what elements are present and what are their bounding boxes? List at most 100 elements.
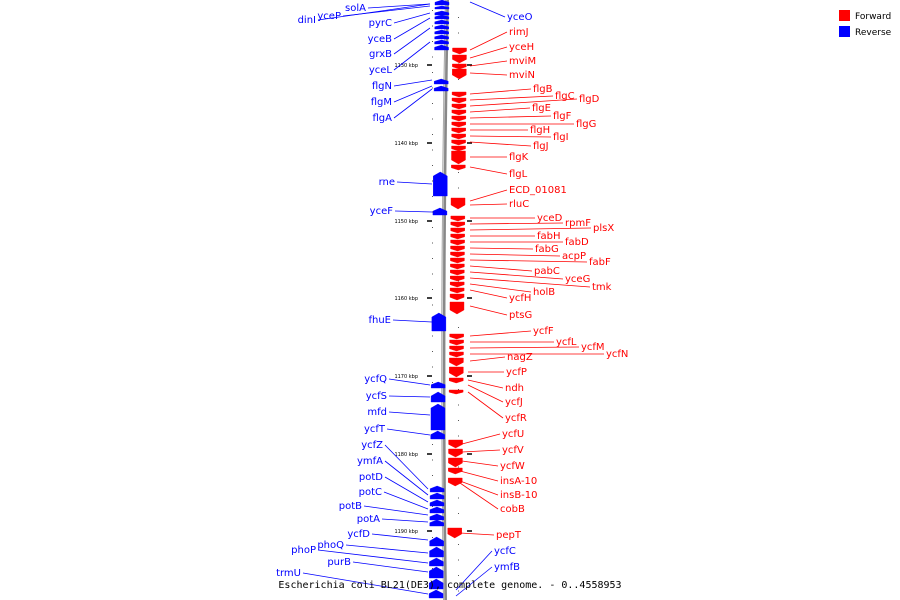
forward-gene-feature [449, 345, 464, 352]
minor-tick-dot [458, 420, 459, 421]
gene-leader-line [469, 253, 561, 257]
gene-leader-line [469, 98, 578, 107]
minor-tick-dot [458, 32, 459, 34]
gene-label-dini: dinI [298, 15, 316, 26]
gene-leader-line [393, 41, 431, 71]
reverse-gene-feature [434, 29, 449, 35]
minor-tick-dot [432, 304, 433, 306]
reverse-gene-feature [429, 536, 444, 547]
gene-leader-line [467, 379, 504, 389]
gene-leader-line [469, 135, 552, 138]
reverse-gene-feature [432, 207, 448, 216]
minor-tick-dot [432, 568, 433, 569]
gene-leader-line [469, 107, 531, 113]
forward-gene-feature [448, 389, 464, 395]
minor-tick-dot [432, 227, 433, 228]
gene-leader-line [461, 449, 501, 453]
gene-leader-line [461, 460, 499, 467]
gene-leader-line [467, 391, 504, 419]
forward-gene-feature [449, 339, 464, 346]
gene-label-acpp: acpP [562, 251, 586, 262]
minor-tick-dot [458, 327, 459, 328]
gene-leader-line [459, 470, 499, 482]
minor-tick-dot [432, 475, 433, 476]
gene-leader-line [469, 95, 554, 101]
reverse-gene-feature [429, 557, 444, 567]
forward-gene-feature [449, 281, 465, 288]
forward-gene-feature [452, 54, 467, 64]
gene-label-ymfa: ymfA [357, 456, 383, 467]
reverse-gene-feature [429, 519, 444, 527]
minor-tick-dot [458, 17, 459, 18]
gene-leader-line [469, 141, 532, 147]
forward-gene-feature [450, 233, 465, 240]
gene-label-ycfr: ycfR [505, 413, 527, 424]
forward-gene-feature [450, 269, 465, 276]
gene-leader-line [317, 3, 431, 21]
minor-tick-dot [458, 389, 459, 390]
reverse-gene-feature [429, 578, 444, 590]
reverse-gene-feature [434, 14, 450, 20]
gene-leader-line [469, 115, 552, 119]
gene-label-purb: purB [327, 557, 351, 568]
gene-label-ycfl: ycfL [556, 337, 577, 348]
reverse-gene-feature [433, 171, 448, 197]
minor-tick-dot [458, 497, 459, 499]
legend-reverse-swatch [839, 26, 850, 37]
gene-leader-line [393, 88, 433, 119]
minor-tick-dot [432, 41, 433, 42]
gene-label-ycef: yceF [370, 206, 394, 217]
gene-leader-line [384, 460, 429, 496]
gene-leader-line [467, 384, 504, 403]
gene-label-pabc: pabC [534, 266, 560, 277]
tick-label: 1190 kbp [394, 529, 418, 535]
gene-label-ecd-01081: ECD_01081 [509, 185, 567, 196]
gene-label-trmu: trmU [276, 568, 301, 579]
minor-tick-dot [432, 180, 433, 182]
tick-label: 1180 kbp [394, 452, 418, 458]
legend-forward-label: Forward [855, 12, 891, 22]
minor-tick-dot [432, 165, 433, 166]
minor-tick-dot [432, 366, 433, 368]
forward-gene-feature [449, 301, 465, 315]
gene-label-phop: phoP [291, 545, 316, 556]
gene-leader-line [469, 31, 508, 51]
reverse-gene-feature [434, 39, 449, 45]
gene-leader-line [469, 46, 508, 59]
reverse-gene-feature [434, 5, 450, 10]
gene-leader-line [469, 330, 532, 337]
gene-label-potb: potB [339, 501, 362, 512]
minor-tick-dot [432, 335, 433, 337]
gene-leader-line [393, 17, 431, 40]
gene-label-ycel: yceL [369, 65, 393, 76]
forward-gene-feature [451, 133, 466, 140]
gene-leader-line [469, 247, 534, 250]
gene-label-potc: potC [359, 487, 382, 498]
gene-label-ycfc: ycfC [494, 546, 516, 557]
gene-label-ycfz: ycfZ [361, 440, 383, 451]
forward-gene-feature [450, 257, 465, 264]
reverse-gene-feature [430, 430, 445, 440]
reverse-gene-feature [430, 403, 446, 431]
gene-leader-line [371, 533, 429, 541]
gene-label-ycff: ycfF [533, 326, 554, 337]
gene-leader-line [393, 27, 431, 55]
gene-label-ycfp: ycfP [506, 367, 527, 378]
gene-label-potd: potD [359, 472, 383, 483]
gene-label-flgk: flgK [509, 152, 529, 163]
minor-tick-dot [458, 590, 459, 592]
gene-leader-line [469, 356, 506, 362]
reverse-gene-feature [429, 513, 445, 521]
gene-leader-line [469, 277, 591, 288]
gene-label-flgl: flgL [509, 169, 528, 180]
tick-label: 1160 kbp [394, 296, 418, 302]
forward-gene-feature [449, 351, 464, 358]
reverse-gene-feature [429, 485, 445, 493]
gene-label-ptsg: ptsG [509, 310, 532, 321]
gene-label-grxb: grxB [369, 49, 392, 60]
gene-leader-line [384, 476, 429, 503]
forward-gene-feature [451, 115, 467, 122]
gene-leader-line [469, 166, 508, 175]
gene-label-flgd: flgD [579, 94, 600, 105]
